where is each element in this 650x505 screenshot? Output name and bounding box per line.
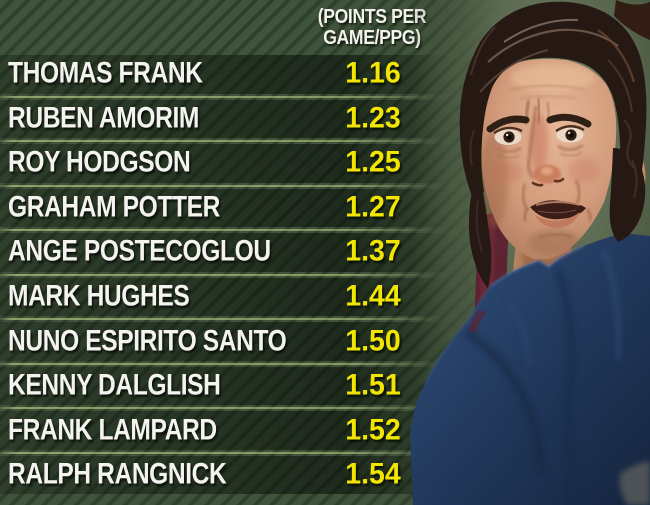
face	[480, 58, 646, 260]
hair	[459, 0, 650, 288]
eyebrow-right	[546, 113, 592, 128]
ppg-value: 1.44	[345, 279, 401, 313]
table-row: GRAHAM POTTER 1.27	[0, 186, 452, 232]
table-row: THOMAS FRANK 1.16	[0, 52, 452, 98]
row-divider	[0, 318, 444, 321]
table-row: FRANK LAMPARD 1.52	[0, 408, 452, 454]
manager-name: ANGE POSTECOGLOU	[8, 234, 271, 268]
manager-name: GRAHAM POTTER	[8, 190, 220, 224]
row-shade	[0, 455, 452, 495]
row-divider	[0, 273, 444, 276]
ppg-value: 1.16	[345, 56, 401, 90]
row-shade	[0, 233, 452, 272]
manager-name: KENNY DALGLISH	[8, 368, 221, 402]
corner-patch	[619, 461, 650, 505]
table-row: NUNO ESPIRITO SANTO 1.50	[0, 319, 452, 365]
ppg-value: 1.51	[345, 368, 401, 402]
row-divider	[0, 229, 444, 232]
eyes	[493, 125, 585, 159]
table-row: RUBEN AMORIM 1.23	[0, 97, 452, 143]
manager-ppg-list: THOMAS FRANK 1.16 RUBEN AMORIM 1.23 ROY …	[0, 52, 452, 497]
manager-name: RALPH RANGNICK	[8, 457, 227, 491]
portrait-man	[410, 0, 650, 505]
row-shade	[0, 322, 452, 361]
manager-name: MARK HUGHES	[8, 279, 190, 313]
row-shade	[0, 99, 452, 139]
ppg-value: 1.54	[345, 457, 401, 491]
row-divider	[0, 140, 444, 143]
ppg-value: 1.23	[345, 101, 401, 135]
manager-name: FRANK LAMPARD	[8, 412, 217, 446]
ppg-header: (POINTS PER GAME/PPG)	[298, 7, 446, 49]
manager-name: ROY HODGSON	[8, 145, 191, 179]
row-divider	[0, 95, 444, 98]
nose	[527, 105, 565, 187]
table-row: ANGE POSTECOGLOU 1.37	[0, 230, 452, 276]
table-row: KENNY DALGLISH 1.51	[0, 364, 452, 410]
table-row: MARK HUGHES 1.44	[0, 275, 452, 321]
row-shade	[0, 411, 452, 450]
ppg-header-line2: GAME/PPG)	[323, 27, 421, 49]
mouth	[523, 200, 592, 240]
eyebrow-left	[486, 115, 530, 133]
manager-name: NUNO ESPIRITO SANTO	[8, 323, 287, 357]
row-shade	[0, 188, 452, 228]
row-shade	[0, 366, 452, 406]
ppg-value: 1.37	[345, 234, 401, 268]
portrait-photo	[408, 0, 650, 505]
ppg-value: 1.50	[345, 323, 401, 357]
manager-name: RUBEN AMORIM	[8, 101, 199, 135]
table-row: RALPH RANGNICK 1.54	[0, 453, 452, 498]
row-divider	[0, 362, 444, 365]
table-row: ROY HODGSON 1.25	[0, 141, 452, 187]
ppg-header-line1: (POINTS PER	[317, 6, 427, 28]
row-divider	[0, 451, 444, 454]
manager-name: THOMAS FRANK	[8, 56, 203, 90]
ppg-value: 1.25	[345, 145, 401, 179]
row-shade	[0, 277, 452, 317]
row-divider	[0, 184, 444, 187]
row-shade	[0, 55, 452, 94]
row-divider	[0, 407, 444, 410]
row-shade	[0, 144, 452, 183]
jacket	[410, 233, 650, 505]
ppg-value: 1.52	[345, 412, 401, 446]
ppg-value: 1.27	[345, 190, 401, 224]
